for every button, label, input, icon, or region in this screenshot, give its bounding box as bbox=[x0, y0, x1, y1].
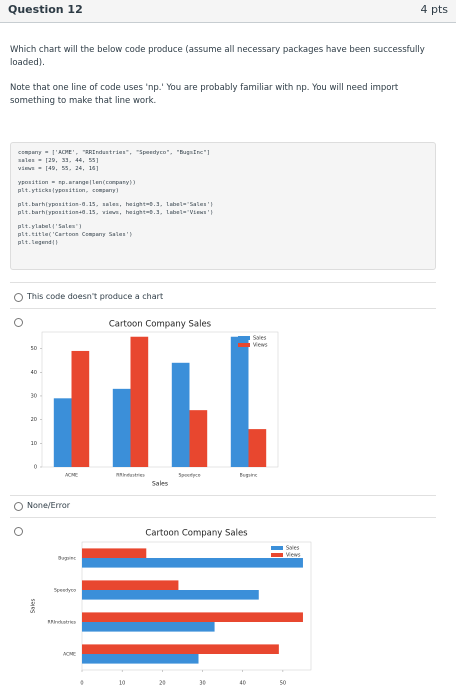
y-tick-label: ACME bbox=[63, 652, 76, 658]
points: 4 pts bbox=[420, 3, 448, 16]
code-block: company = ['ACME', "RRIndustries", "Spee… bbox=[10, 142, 436, 270]
y-tick-label: 0 bbox=[34, 465, 37, 471]
x-tick-label: 30 bbox=[199, 681, 205, 687]
x-tick-label: ACME bbox=[65, 473, 78, 479]
legend-label: Sales bbox=[286, 546, 300, 552]
x-tick-label: 40 bbox=[240, 681, 246, 687]
chart-title: Cartoon Company Sales bbox=[109, 320, 212, 330]
code-line: plt.ylabel('Sales') bbox=[18, 224, 82, 230]
radio[interactable] bbox=[14, 293, 23, 302]
bar bbox=[248, 429, 267, 467]
bar bbox=[71, 350, 90, 467]
option-text[interactable]: This code doesn't produce a chart bbox=[27, 292, 164, 301]
bar bbox=[53, 398, 72, 467]
question-note: Note that one line of code uses 'np.' Yo… bbox=[10, 83, 399, 106]
bar bbox=[82, 612, 303, 622]
y-tick-label: RRIndustries bbox=[48, 620, 77, 626]
code-group: plt.barh(yposition-0.15, sales, height=0… bbox=[18, 201, 428, 217]
chart: Cartoon Company Sales 0 10 20 30 40 50 ACME RRIn… bbox=[31, 320, 279, 488]
bar bbox=[171, 362, 190, 467]
code-line: plt.title('Cartoon Company Sales') bbox=[18, 232, 133, 238]
legend-label: Sales bbox=[253, 336, 267, 342]
bar bbox=[130, 336, 149, 467]
legend-label: Views bbox=[286, 553, 301, 559]
legend-swatch bbox=[238, 343, 250, 347]
chart: Cartoon Company Sales 0 10 20 30 40 50 ACME RRIn… bbox=[31, 529, 312, 687]
radio[interactable] bbox=[14, 318, 23, 327]
bar bbox=[82, 654, 199, 664]
code-group: yposition = np.arange(len(company)) plt.y… bbox=[18, 179, 428, 195]
code-line: plt.yticks(yposition, company) bbox=[18, 188, 120, 194]
bar bbox=[112, 388, 131, 467]
legend-label: Views bbox=[253, 343, 268, 349]
question-title: Question 12 bbox=[8, 3, 83, 16]
code-group: plt.ylabel('Sales') plt.title('Cartoon Co… bbox=[18, 223, 428, 247]
bar bbox=[82, 622, 215, 632]
y-tick-label: Speedyco bbox=[54, 588, 76, 594]
bar bbox=[189, 410, 208, 467]
chart-title: Cartoon Company Sales bbox=[145, 529, 248, 539]
bar bbox=[82, 580, 179, 590]
y-tick-label: 20 bbox=[31, 417, 37, 423]
question-header: Question 12 4 pts bbox=[0, 0, 456, 23]
legend-swatch bbox=[271, 553, 283, 557]
bar bbox=[82, 558, 303, 568]
code-line: company = ['ACME', "RRIndustries", "Spee… bbox=[18, 150, 210, 156]
legend-swatch bbox=[271, 546, 283, 550]
x-tick-label: 50 bbox=[280, 681, 286, 687]
x-tick-label: Bugsinc bbox=[240, 473, 258, 479]
y-tick-label: 40 bbox=[31, 370, 37, 376]
x-tick-label: 20 bbox=[159, 681, 165, 687]
code-line: plt.barh(yposition-0.15, sales, height=0… bbox=[18, 202, 214, 208]
x-tick-label: 0 bbox=[80, 681, 83, 687]
option-text[interactable]: None/Error bbox=[27, 501, 71, 510]
question-text: Which chart will the below code produce … bbox=[10, 45, 425, 68]
x-tick-label: Speedyco bbox=[179, 473, 201, 479]
y-tick-label: 10 bbox=[31, 441, 37, 447]
code-line: plt.legend() bbox=[18, 240, 59, 246]
y-tick-label: Bugsinc bbox=[58, 556, 76, 562]
y-tick-label: 50 bbox=[31, 346, 37, 352]
legend-swatch bbox=[238, 336, 250, 340]
code-line: plt.barh(yposition+0.15, views, height=0… bbox=[18, 210, 214, 216]
bar bbox=[82, 548, 147, 558]
separator bbox=[10, 308, 436, 309]
x-tick-label: RRIndustries bbox=[116, 473, 145, 479]
radio[interactable] bbox=[14, 502, 23, 511]
separator bbox=[10, 517, 436, 518]
bar bbox=[82, 590, 259, 600]
code-line: sales = [29, 33, 44, 55] bbox=[18, 158, 99, 164]
radio[interactable] bbox=[14, 527, 23, 536]
bar bbox=[82, 644, 279, 654]
y-axis-label: Sales bbox=[31, 599, 37, 614]
y-tick-label: 30 bbox=[31, 393, 37, 399]
x-axis-label: Sales bbox=[152, 481, 168, 488]
code-line: yposition = np.arange(len(company)) bbox=[18, 180, 136, 186]
separator bbox=[10, 495, 436, 496]
x-tick-label: 10 bbox=[119, 681, 125, 687]
code-line: views = [49, 55, 24, 16] bbox=[18, 166, 99, 172]
separator bbox=[10, 282, 436, 283]
code-group: company = ['ACME', "RRIndustries", "Spee… bbox=[18, 149, 428, 173]
bar bbox=[230, 336, 249, 467]
